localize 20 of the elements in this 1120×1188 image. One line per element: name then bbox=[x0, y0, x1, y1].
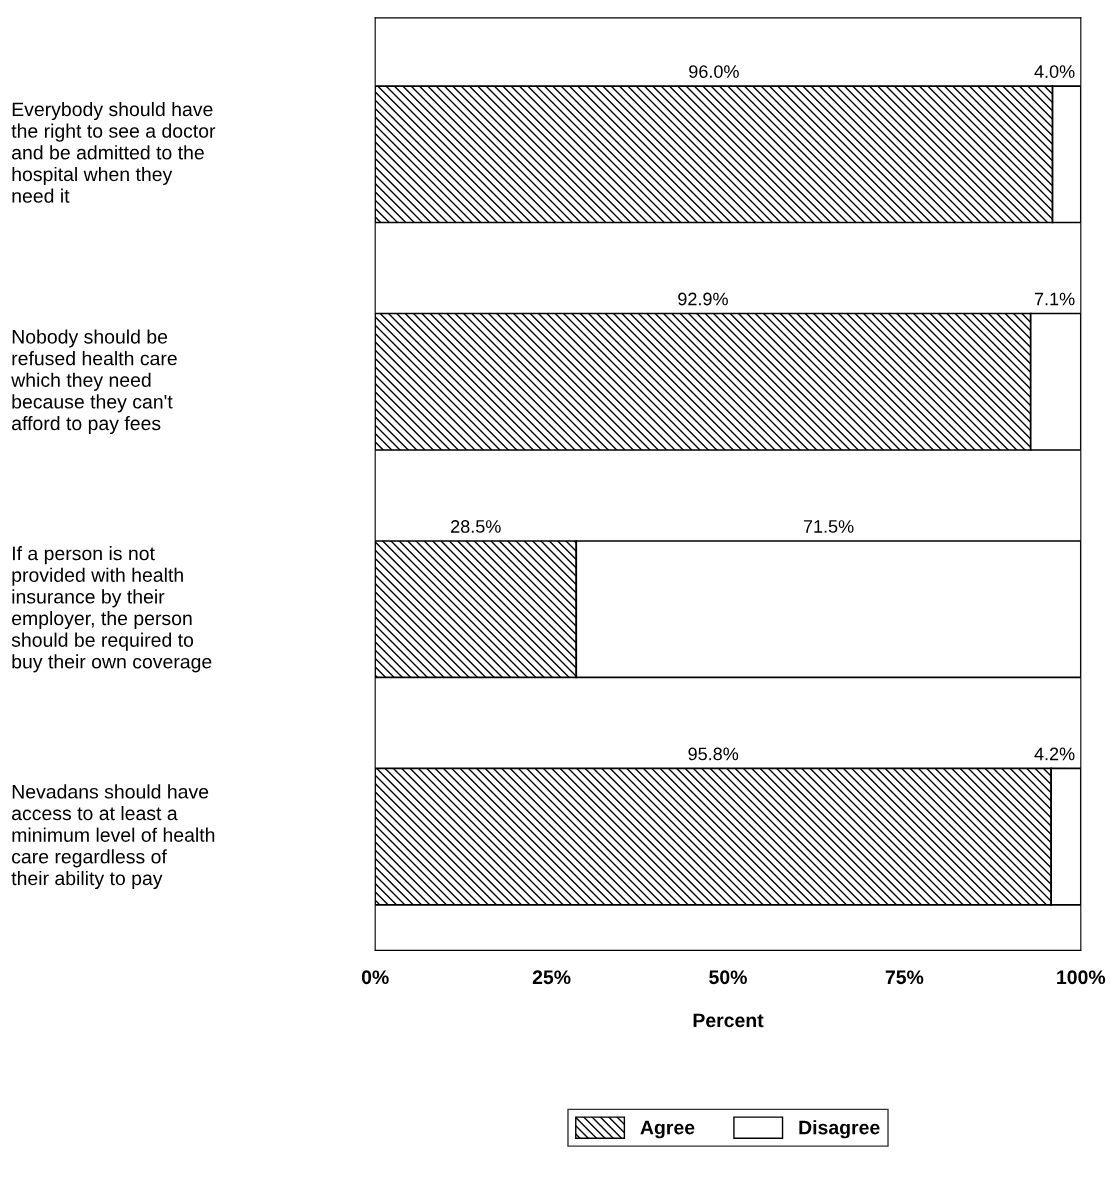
y-tick-label: If a person is not provided with health insurance by their employer, the person should be required to buy their own coverage bbox=[11, 546, 212, 673]
data-label: 92.9% bbox=[678, 292, 728, 306]
data-label: 4.2% bbox=[1034, 747, 1075, 761]
x-tick-label: 100% bbox=[1057, 970, 1106, 985]
legend-label: Disagree bbox=[799, 1120, 880, 1139]
data-label: 71.5% bbox=[803, 520, 854, 533]
x-tick-label: 75% bbox=[885, 970, 924, 985]
x-tick-label: 25% bbox=[532, 970, 571, 985]
x-axis-title: Percent bbox=[693, 1013, 764, 1028]
data-label: 96.0% bbox=[689, 65, 739, 78]
y-tick-label: Nobody should be refused health care which they need because they can't afford to pay fees bbox=[11, 329, 177, 435]
x-tick-label: 50% bbox=[709, 970, 747, 985]
legend-label: Agree bbox=[640, 1120, 695, 1139]
y-tick-label: Nevadans should have access to at least a minimum level of health care regardless of their ability to pay bbox=[11, 784, 215, 890]
data-label: 28.5% bbox=[451, 520, 501, 533]
data-label: 4.0% bbox=[1034, 65, 1075, 78]
y-tick-label: Everybody should have the right to see a doctor and be admitted to the hospital when they need it bbox=[11, 101, 216, 203]
data-label: 7.1% bbox=[1034, 292, 1075, 306]
data-label: 95.8% bbox=[688, 747, 739, 761]
x-tick-label: 0% bbox=[361, 970, 389, 985]
